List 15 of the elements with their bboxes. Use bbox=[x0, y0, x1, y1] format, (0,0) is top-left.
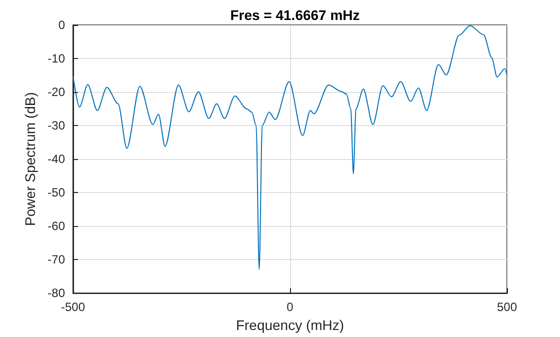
y-tick-label: -10 bbox=[48, 52, 66, 66]
y-tick-label: -60 bbox=[48, 219, 66, 234]
x-tick-label: 0 bbox=[286, 300, 294, 314]
y-tick-label: 0 bbox=[58, 18, 66, 32]
x-axis-title: Frequency (mHz) bbox=[236, 317, 344, 333]
y-tick-label: -70 bbox=[48, 252, 66, 267]
x-tick-label: -500 bbox=[60, 300, 86, 314]
x-tick-label: 500 bbox=[496, 300, 518, 314]
y-tick-label: -50 bbox=[48, 186, 66, 200]
y-tick-label: -20 bbox=[48, 85, 66, 100]
y-tick-label: -30 bbox=[48, 118, 66, 133]
y-tick-label: -40 bbox=[48, 152, 66, 166]
y-tick-label: -80 bbox=[48, 286, 66, 300]
y-axis-title: Power Spectrum (dB) bbox=[22, 92, 38, 226]
chart-title: Fres = 41.6667 mHz bbox=[230, 7, 360, 23]
